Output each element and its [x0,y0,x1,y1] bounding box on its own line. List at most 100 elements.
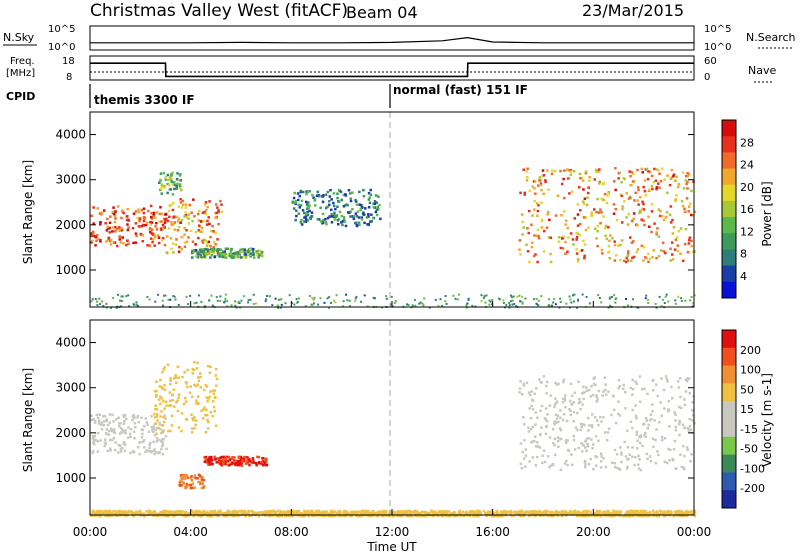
velocity-cell [687,510,690,514]
power-cell [140,208,143,212]
velocity-cell [215,460,219,464]
velocity-cell [465,510,468,514]
velocity-cell [163,383,166,387]
velocity-cell [224,456,228,459]
velocity-cell [122,441,126,444]
velocity-cell [224,459,227,462]
velocity-cell [512,510,516,513]
velocity-cell [645,512,649,515]
velocity-cell [127,436,130,439]
velocity-cell [690,453,693,456]
velocity-cell [617,510,620,514]
velocity-cell [132,514,135,518]
power-cell [148,298,151,301]
velocity-cell [556,436,560,439]
velocity-cell [468,514,472,518]
power-cell [389,303,392,306]
power-cell [598,182,601,185]
power-cell [572,243,575,246]
velocity-cell [119,426,123,430]
power-cell [582,200,585,203]
power-cell [94,298,97,300]
power-cell [207,252,211,256]
velocity-cell [487,511,491,515]
power-cell [650,184,654,188]
velocity-cell [522,457,526,460]
velocity-cell [544,511,548,514]
velocity-cell [427,512,431,515]
velocity-cell [265,463,269,466]
velocity-cell [164,435,168,438]
velocity-cell [164,417,168,420]
velocity-cell [284,514,287,518]
power-cell [604,224,608,228]
velocity-cell [607,510,610,514]
power-cell [540,295,543,298]
power-cell [178,183,182,186]
velocity-cell [612,395,615,398]
velocity-cell [97,419,101,423]
velocity-cell [110,429,114,433]
velocity-cell [136,445,140,449]
power-cell [531,241,534,244]
velocity-cell [159,415,162,418]
velocity-cell [195,402,198,405]
power-cell [611,295,613,298]
power-cell [590,211,593,214]
velocity-cell [557,440,560,443]
velocity-cell [541,461,544,465]
power-cell [662,218,666,222]
power-cell [120,228,123,232]
power-cell [302,190,305,194]
power-cell [352,215,356,218]
velocity-cell [185,482,189,486]
power-cell [179,186,182,190]
power-cell [177,225,181,229]
velocity-cell [206,510,209,514]
velocity-cell [565,441,568,444]
power-cell [541,169,545,172]
velocity-cell [636,439,639,442]
velocity-cell [486,510,490,513]
velocity-cell [155,390,158,393]
power-cell [667,300,670,303]
velocity-cell [626,429,629,433]
velocity-cell [599,515,603,518]
power-cell [519,300,522,303]
velocity-cell [184,515,187,518]
power-cell [586,191,590,195]
power-cell [485,294,488,297]
power-cell [236,255,240,259]
velocity-cell [207,427,210,430]
power-cell [510,294,512,297]
velocity-cell [568,408,571,411]
power-cell [247,301,250,304]
velocity-cell [676,512,680,516]
power-cell [293,303,296,306]
power-cell [357,216,361,219]
power-cell [187,236,190,239]
velocity-cell [595,455,599,459]
velocity-cell [275,515,279,518]
velocity-cell [553,420,557,423]
power-cell [647,260,650,264]
velocity-cell [219,460,223,463]
power-cell [352,217,356,220]
velocity-cell [145,510,148,513]
power-cell [641,200,644,204]
power-cell [311,193,314,197]
velocity-cell [455,514,458,518]
velocity-cell [196,477,199,480]
velocity-cell [209,510,212,513]
velocity-cell [539,511,543,515]
velocity-cell [318,512,321,515]
velocity-cell [687,377,691,380]
power-cell [166,191,169,195]
velocity-cell [583,391,586,394]
power-cell [626,304,629,307]
velocity-cell [573,391,576,395]
velocity-cell [643,422,646,426]
power-cell [597,170,600,174]
power-cell [150,228,154,231]
power-cell [467,299,470,301]
